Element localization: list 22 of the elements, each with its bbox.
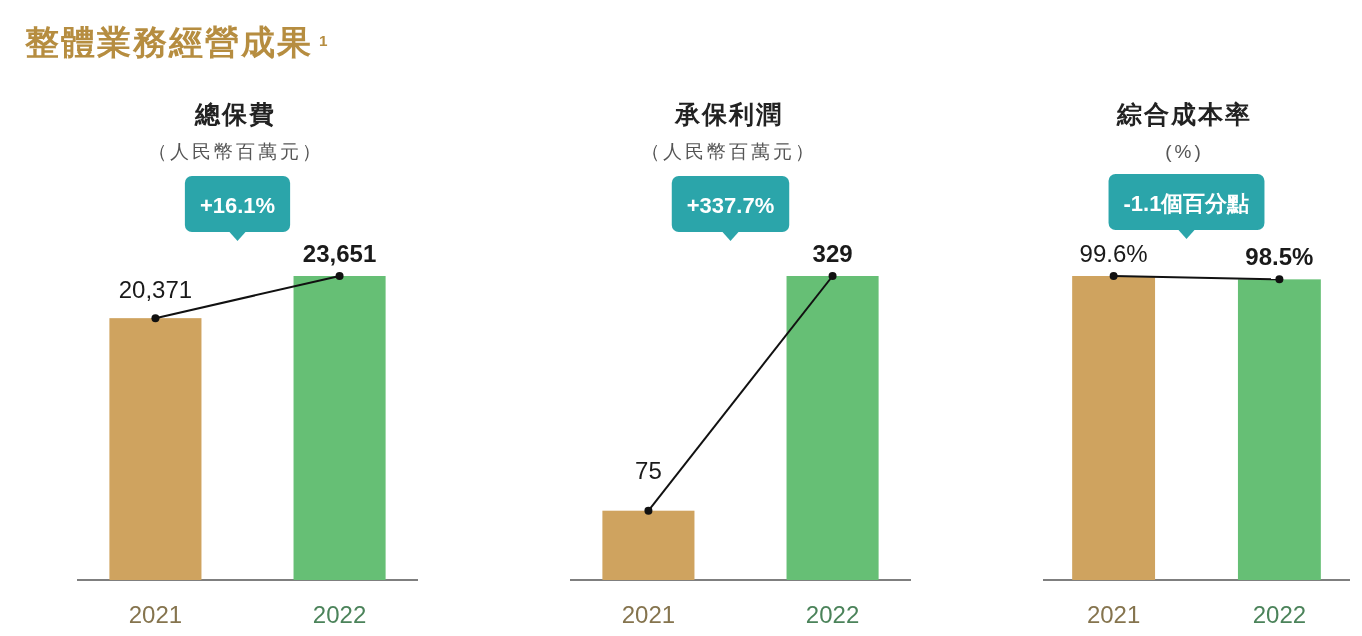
text: +337.7% bbox=[686, 193, 775, 218]
x-tick-label: 2021 bbox=[128, 601, 183, 628]
x-tick-label: 2021 bbox=[621, 601, 676, 628]
x-tick-label: 2022 bbox=[1252, 601, 1307, 628]
chart-subtitle: （人民幣百萬元） bbox=[147, 141, 324, 162]
x-tick-label: 2022 bbox=[805, 601, 860, 628]
data-label: 23,651 bbox=[302, 240, 377, 267]
chart-subtitle: （人民幣百萬元） bbox=[640, 141, 817, 162]
data-label: 75 bbox=[635, 456, 662, 484]
text: 整體業務經營成果$^{1}$ bbox=[24, 23, 330, 61]
x-tick-label: 2021 bbox=[1086, 601, 1141, 628]
x-tick-label: 2022 bbox=[312, 601, 367, 628]
chart-title: 承保利潤 bbox=[673, 100, 783, 128]
text: -1.1個百分點 bbox=[1123, 191, 1250, 216]
data-label: 20,371 bbox=[118, 276, 193, 304]
chart-title: 綜合成本率 bbox=[1116, 100, 1252, 128]
data-label: 98.5% bbox=[1245, 243, 1314, 271]
chart-title: 總保費 bbox=[194, 100, 276, 128]
chart-subtitle: (%) bbox=[1165, 141, 1204, 162]
data-label: 99.6% bbox=[1079, 240, 1148, 267]
text: +16.1% bbox=[199, 193, 276, 218]
data-label: 329 bbox=[812, 240, 853, 267]
